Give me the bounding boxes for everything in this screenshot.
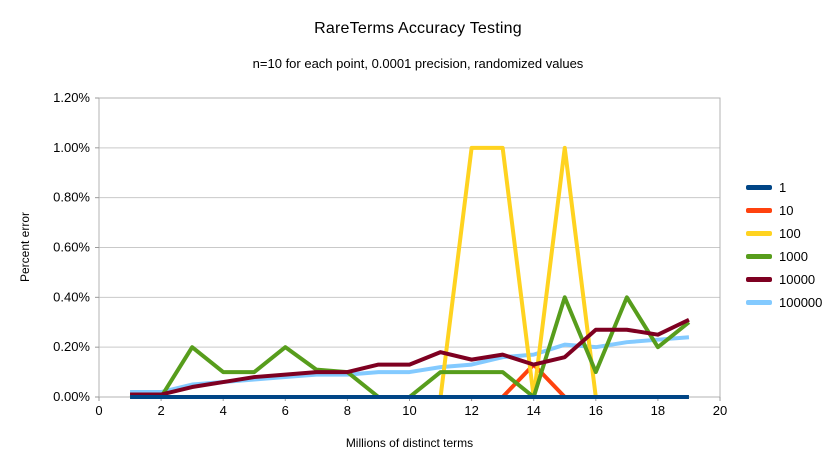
- y-axis-title: Percent error: [18, 211, 32, 283]
- legend-item-1000: 1000: [746, 245, 822, 268]
- legend-swatch: [746, 231, 772, 236]
- x-tick-label: 18: [651, 403, 665, 418]
- legend-item-10: 10: [746, 199, 822, 222]
- legend-item-1: 1: [746, 176, 822, 199]
- x-tick-label: 16: [589, 403, 603, 418]
- legend-label: 10: [779, 203, 794, 218]
- chart-subtitle: n=10 for each point, 0.0001 precision, r…: [252, 56, 584, 71]
- series-line-100: [130, 145, 689, 399]
- x-tick-label: 10: [402, 403, 416, 418]
- legend-swatch: [746, 185, 772, 190]
- series-line-10000: [130, 317, 690, 397]
- legend-swatch: [746, 254, 772, 259]
- y-tick-label: 0.20%: [53, 339, 90, 354]
- y-tick-label: 1.20%: [53, 90, 90, 105]
- legend-label: 100: [779, 226, 801, 241]
- y-tick-label: 0.00%: [53, 389, 90, 404]
- x-tick-label: 8: [344, 403, 351, 418]
- x-tick-label: 2: [157, 403, 164, 418]
- legend-swatch: [746, 300, 772, 305]
- x-tick-label: 14: [526, 403, 540, 418]
- legend-item-100000: 100000: [746, 291, 822, 314]
- legend-label: 1000: [779, 249, 808, 264]
- y-tick-label: 0.60%: [53, 240, 90, 255]
- y-tick-label: 0.80%: [53, 190, 90, 205]
- x-tick-label: 0: [95, 403, 102, 418]
- legend-swatch: [746, 208, 772, 213]
- x-axis-title: Millions of distinct terms: [345, 436, 474, 450]
- legend-label: 10000: [779, 272, 816, 287]
- x-tick-label: 12: [464, 403, 478, 418]
- x-tick-label: 4: [220, 403, 227, 418]
- legend-item-10000: 10000: [746, 268, 822, 291]
- legend: 1 10 100 1000 10000 100000: [746, 176, 822, 314]
- x-tick-label: 20: [713, 403, 727, 418]
- legend-item-100: 100: [746, 222, 822, 245]
- legend-label: 100000: [779, 295, 823, 310]
- legend-swatch: [746, 277, 772, 282]
- y-tick-label: 1.00%: [53, 140, 90, 155]
- x-tick-label: 6: [282, 403, 289, 418]
- y-tick-label: 0.40%: [53, 289, 90, 304]
- legend-label: 1: [779, 180, 787, 195]
- chart-title: RareTerms Accuracy Testing: [314, 20, 522, 37]
